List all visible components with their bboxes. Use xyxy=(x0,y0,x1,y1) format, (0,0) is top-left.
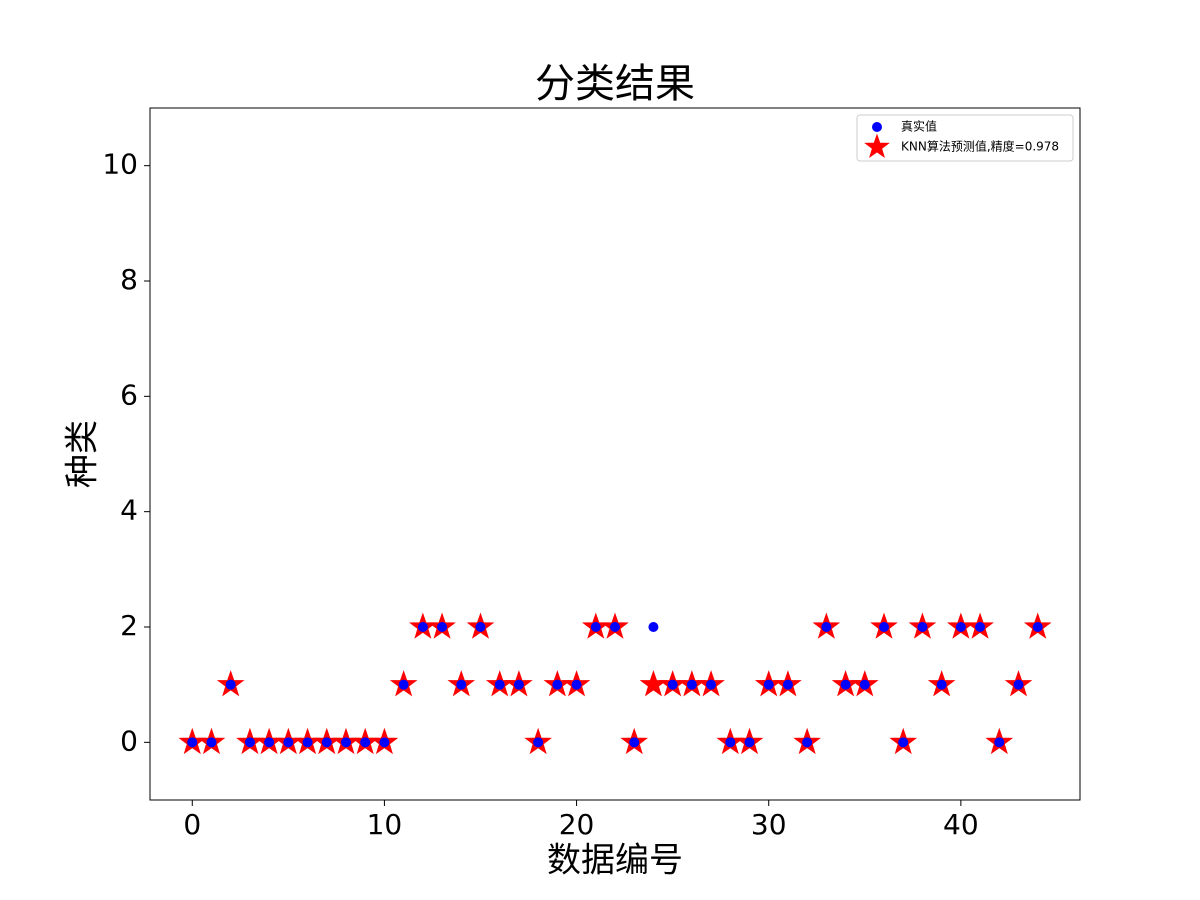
y-tick-label: 4 xyxy=(120,494,138,527)
dot-marker xyxy=(917,622,928,632)
dot-marker xyxy=(360,737,371,748)
dot-marker xyxy=(859,679,870,690)
dot-marker xyxy=(552,679,563,690)
x-tick-label: 30 xyxy=(751,808,787,841)
dot-marker xyxy=(782,679,793,690)
dot-marker xyxy=(763,679,774,690)
x-tick-label: 0 xyxy=(183,808,201,841)
x-axis-label: 数据编号 xyxy=(547,841,683,881)
dot-marker xyxy=(283,737,294,748)
dot-marker xyxy=(340,737,351,748)
dot-marker xyxy=(1013,679,1024,690)
dot-marker xyxy=(225,679,236,690)
dot-marker xyxy=(840,679,851,690)
dot-marker xyxy=(590,622,601,632)
dot-marker xyxy=(898,737,909,748)
y-tick-label: 0 xyxy=(120,724,138,757)
dot-marker xyxy=(936,679,947,690)
dot-marker xyxy=(206,737,217,748)
y-tick-label: 2 xyxy=(120,609,138,642)
dot-marker xyxy=(975,622,986,632)
y-axis-label: 种类 xyxy=(63,420,103,488)
x-tick-label: 10 xyxy=(367,808,403,841)
dot-marker xyxy=(321,737,332,748)
dot-marker xyxy=(437,622,448,632)
dot-marker xyxy=(821,622,832,632)
dot-marker xyxy=(686,679,697,690)
dot-marker xyxy=(629,737,640,748)
chart-title: 分类结果 xyxy=(535,61,695,107)
dot-marker xyxy=(475,622,486,632)
dot-marker xyxy=(994,737,1005,748)
x-tick-label: 40 xyxy=(943,808,979,841)
legend-label: KNN算法预测值,精度=0.978 xyxy=(901,139,1059,154)
dot-marker xyxy=(802,737,813,748)
legend-label: 真实值 xyxy=(901,119,937,134)
dot-marker xyxy=(264,737,275,748)
dot-marker xyxy=(244,737,255,748)
dot-marker xyxy=(513,679,524,690)
plot-frame xyxy=(149,107,1081,801)
dot-marker xyxy=(302,737,313,748)
dot-marker xyxy=(725,737,736,748)
dot-marker xyxy=(456,679,467,690)
dot-marker xyxy=(706,679,717,690)
y-tick-label: 8 xyxy=(120,263,138,296)
legend-box xyxy=(856,114,1074,162)
dot-marker xyxy=(667,679,678,690)
dot-marker xyxy=(648,622,659,632)
dot-marker xyxy=(417,622,428,632)
dot-marker xyxy=(398,679,409,690)
dot-marker xyxy=(187,737,198,748)
dot-marker xyxy=(1032,622,1043,632)
star-marker xyxy=(639,670,668,697)
x-tick-label: 20 xyxy=(559,808,595,841)
dot-marker xyxy=(571,679,582,690)
dot-marker xyxy=(955,622,966,632)
y-tick-label: 6 xyxy=(120,378,138,411)
y-tick-label: 10 xyxy=(102,148,138,181)
dot-marker xyxy=(610,622,620,632)
dot-marker xyxy=(494,679,505,690)
legend-marker xyxy=(864,133,890,158)
dot-marker xyxy=(379,737,390,748)
legend-marker xyxy=(872,122,882,132)
dot-marker xyxy=(744,737,755,748)
dot-marker xyxy=(879,622,890,632)
dot-marker xyxy=(533,737,544,748)
